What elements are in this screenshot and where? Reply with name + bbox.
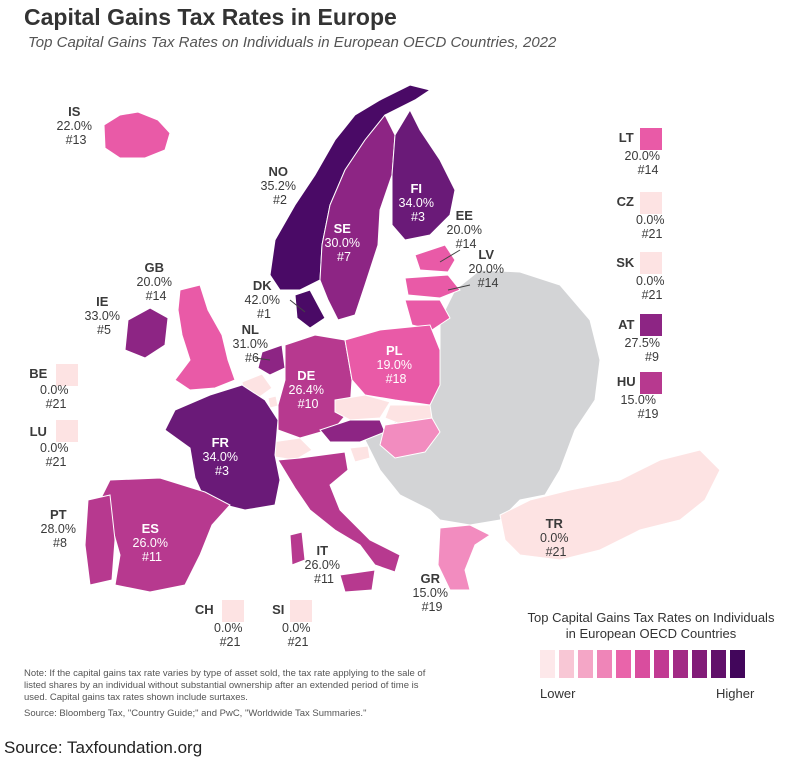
country-it-sardinia[interactable] <box>289 531 306 566</box>
label-pt: PT 28.0% #8 <box>41 507 80 550</box>
country-lt[interactable] <box>404 299 451 331</box>
country-pl[interactable] <box>344 324 441 406</box>
legend-title-line2: in European OECD Countries <box>565 626 737 641</box>
country-nl[interactable] <box>257 344 286 376</box>
country-it[interactable] <box>277 451 401 573</box>
country-pt[interactable] <box>84 494 116 586</box>
country-tr[interactable] <box>499 449 721 561</box>
legend-swatch <box>578 650 593 678</box>
legend-swatch <box>673 650 688 678</box>
swatch-si <box>290 600 312 622</box>
source-citation: Source: Bloomberg Tax, "Country Guide;" … <box>24 708 367 719</box>
swatch-hu <box>640 372 662 394</box>
label-pl: PL 19.0% #18 <box>377 343 416 386</box>
legend-title: Top Capital Gains Tax Rates on Individua… <box>506 610 786 642</box>
legend-title-line1: Top Capital Gains Tax Rates on Individua… <box>527 610 775 625</box>
country-fr[interactable] <box>164 384 281 511</box>
map-subtitle: Top Capital Gains Tax Rates on Individua… <box>28 34 557 51</box>
label-is: IS 22.0% #13 <box>57 104 96 147</box>
label-ee: EE 20.0% #14 <box>447 208 486 251</box>
country-ie[interactable] <box>124 307 169 359</box>
label-nl: NL 31.0% #6 <box>233 322 272 365</box>
country-cz[interactable] <box>334 394 391 421</box>
label-cz: CZ 0.0% #21 <box>617 194 668 241</box>
label-ie: IE 33.0% #5 <box>85 294 124 337</box>
label-lu: LU 0.0% #21 <box>30 424 72 469</box>
legend-swatch <box>711 650 726 678</box>
legend-low-label: Lower <box>540 686 576 701</box>
label-ch: CH 0.0% #21 <box>195 602 246 649</box>
label-es: ES 26.0% #11 <box>133 521 172 564</box>
label-gb: GB 20.0% #14 <box>137 260 176 303</box>
country-hu[interactable] <box>379 417 441 459</box>
legend-swatch <box>730 650 745 678</box>
legend-swatches <box>540 650 745 678</box>
legend-swatch <box>635 650 650 678</box>
country-dk[interactable] <box>294 289 326 329</box>
legend-swatch <box>692 650 707 678</box>
country-gb[interactable] <box>174 284 236 391</box>
footnote: Note: If the capital gains tax rate vari… <box>24 668 426 703</box>
country-is[interactable] <box>103 111 171 159</box>
country-lv[interactable] <box>404 274 461 299</box>
label-si: SI 0.0% #21 <box>272 602 314 649</box>
legend-swatch <box>559 650 574 678</box>
swatch-be <box>56 364 78 386</box>
label-it: IT 26.0% #11 <box>305 543 344 586</box>
swatch-cz <box>640 192 662 214</box>
swatch-lu <box>56 420 78 442</box>
swatch-at <box>640 314 662 336</box>
legend-swatch <box>616 650 631 678</box>
map-title: Capital Gains Tax Rates in Europe <box>24 4 397 30</box>
label-gr: GR 15.0% #19 <box>413 571 452 614</box>
country-fi[interactable] <box>391 108 456 241</box>
label-lv: LV 20.0% #14 <box>469 247 508 290</box>
swatch-ch <box>222 600 244 622</box>
label-at: AT 27.5% #9 <box>618 317 663 364</box>
country-si[interactable] <box>349 445 371 463</box>
swatch-sk <box>640 252 662 274</box>
label-hu: HU 15.0% #19 <box>617 374 660 421</box>
label-be: BE 0.0% #21 <box>29 366 72 411</box>
legend-swatch <box>540 650 555 678</box>
label-dk: DK 42.0% #1 <box>245 278 284 321</box>
label-tr: TR 0.0% #21 <box>540 516 572 559</box>
label-de: DE 26.4% #10 <box>289 368 328 411</box>
label-fi: FI 34.0% #3 <box>399 181 438 224</box>
legend-swatch <box>654 650 669 678</box>
country-gr[interactable] <box>437 524 491 591</box>
label-no: NO 35.2% #2 <box>261 164 300 207</box>
label-sk: SK 0.0% #21 <box>616 255 668 302</box>
legend-swatch <box>597 650 612 678</box>
label-fr: FR 34.0% #3 <box>203 435 242 478</box>
legend-high-label: Higher <box>716 686 755 701</box>
country-es[interactable] <box>99 477 231 593</box>
label-lt: LT 20.0% #14 <box>619 130 664 177</box>
swatch-lt <box>640 128 662 150</box>
country-ee[interactable] <box>414 244 456 273</box>
source-credit: Source: Taxfoundation.org <box>4 738 203 757</box>
country-it-sicily[interactable] <box>339 569 376 593</box>
label-se: SE 30.0% #7 <box>325 221 364 264</box>
